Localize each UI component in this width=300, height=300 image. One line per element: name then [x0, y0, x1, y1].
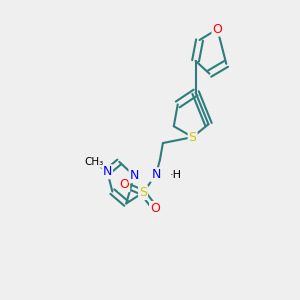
- Text: N: N: [151, 168, 160, 181]
- Text: O: O: [119, 178, 129, 191]
- Text: S: S: [139, 186, 147, 199]
- Text: ·H: ·H: [170, 170, 182, 180]
- Text: CH₃: CH₃: [84, 157, 103, 167]
- Text: O: O: [212, 22, 222, 36]
- Text: O: O: [150, 202, 160, 215]
- Text: N: N: [103, 165, 112, 178]
- Text: N: N: [130, 169, 139, 182]
- Text: S: S: [189, 130, 196, 144]
